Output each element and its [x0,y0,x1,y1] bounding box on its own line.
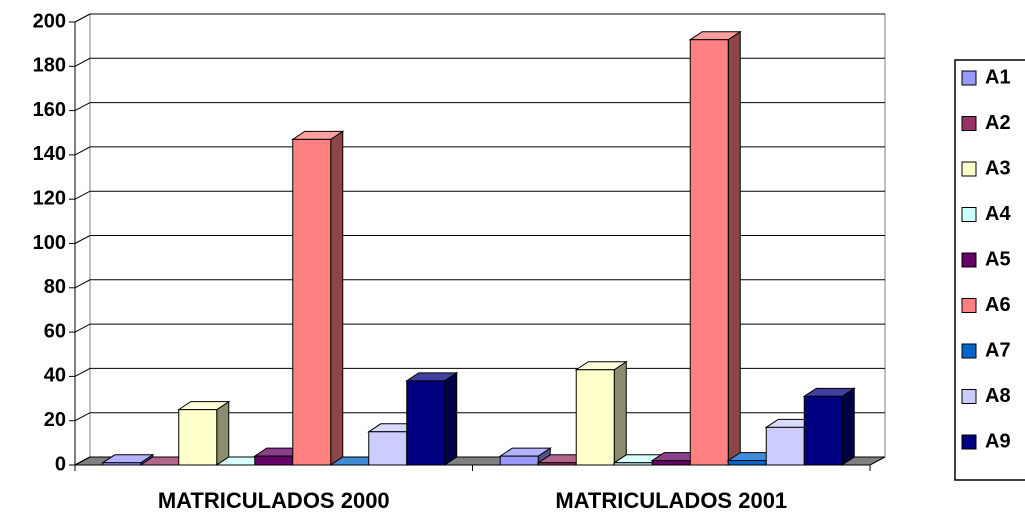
bar [613,462,653,466]
y-tick-label: 180 [33,55,66,77]
y-tick-label: 80 [44,276,66,298]
bar [651,460,691,466]
bar [803,395,843,466]
y-tick-label: 200 [33,10,66,32]
grid-line [74,279,885,289]
bar [178,409,218,466]
legend-swatch [961,70,977,86]
grid-line [74,235,885,244]
legend-swatch [961,252,977,268]
bar [727,460,767,466]
bar [537,462,577,466]
x-tick-label: MATRICULADOS 2000 [158,488,390,513]
y-tick-label: 0 [55,453,66,475]
grid-line [74,146,885,156]
bar-side [613,360,627,466]
legend-swatch [961,207,977,222]
bar-side [330,130,344,466]
legend-swatch [961,389,977,404]
bar [689,39,729,466]
legend-label: A6 [985,294,1011,316]
grid-line [74,102,885,112]
bar-side [444,371,458,466]
legend-swatch [961,298,977,313]
legend-swatch [961,161,977,177]
grid-line [74,323,885,333]
bar [368,431,408,466]
bar [765,426,805,466]
bar-side [841,387,855,466]
legend-swatch [961,434,977,450]
legend-label: A3 [985,157,1011,179]
y-tick-label: 60 [44,320,66,342]
grid-line [74,13,885,23]
y-tick-label: 100 [33,232,66,254]
legend-label: A7 [985,339,1011,361]
y-tick-label: 160 [33,99,66,121]
y-tick-label: 140 [33,143,66,165]
bar-side [216,400,230,466]
bar [254,455,294,466]
legend-label: A9 [985,430,1011,452]
legend-swatch [961,343,977,359]
legend-label: A4 [985,203,1011,225]
x-tick-label: MATRICULADOS 2001 [555,488,787,513]
grid-line [74,190,885,200]
legend-label: A5 [985,248,1011,270]
legend-label: A2 [985,112,1011,134]
bar [102,462,142,466]
bar [406,380,446,466]
legend-swatch [961,116,977,131]
y-tick-label: 40 [44,365,66,387]
legend-label: A1 [985,66,1011,88]
bar-side [727,30,741,466]
bar [575,369,615,466]
y-tick-label: 20 [44,409,66,431]
grid-line [74,57,885,67]
legend-label: A8 [985,385,1011,407]
bar [499,455,539,466]
bar [292,138,332,466]
y-tick-label: 120 [33,187,66,209]
